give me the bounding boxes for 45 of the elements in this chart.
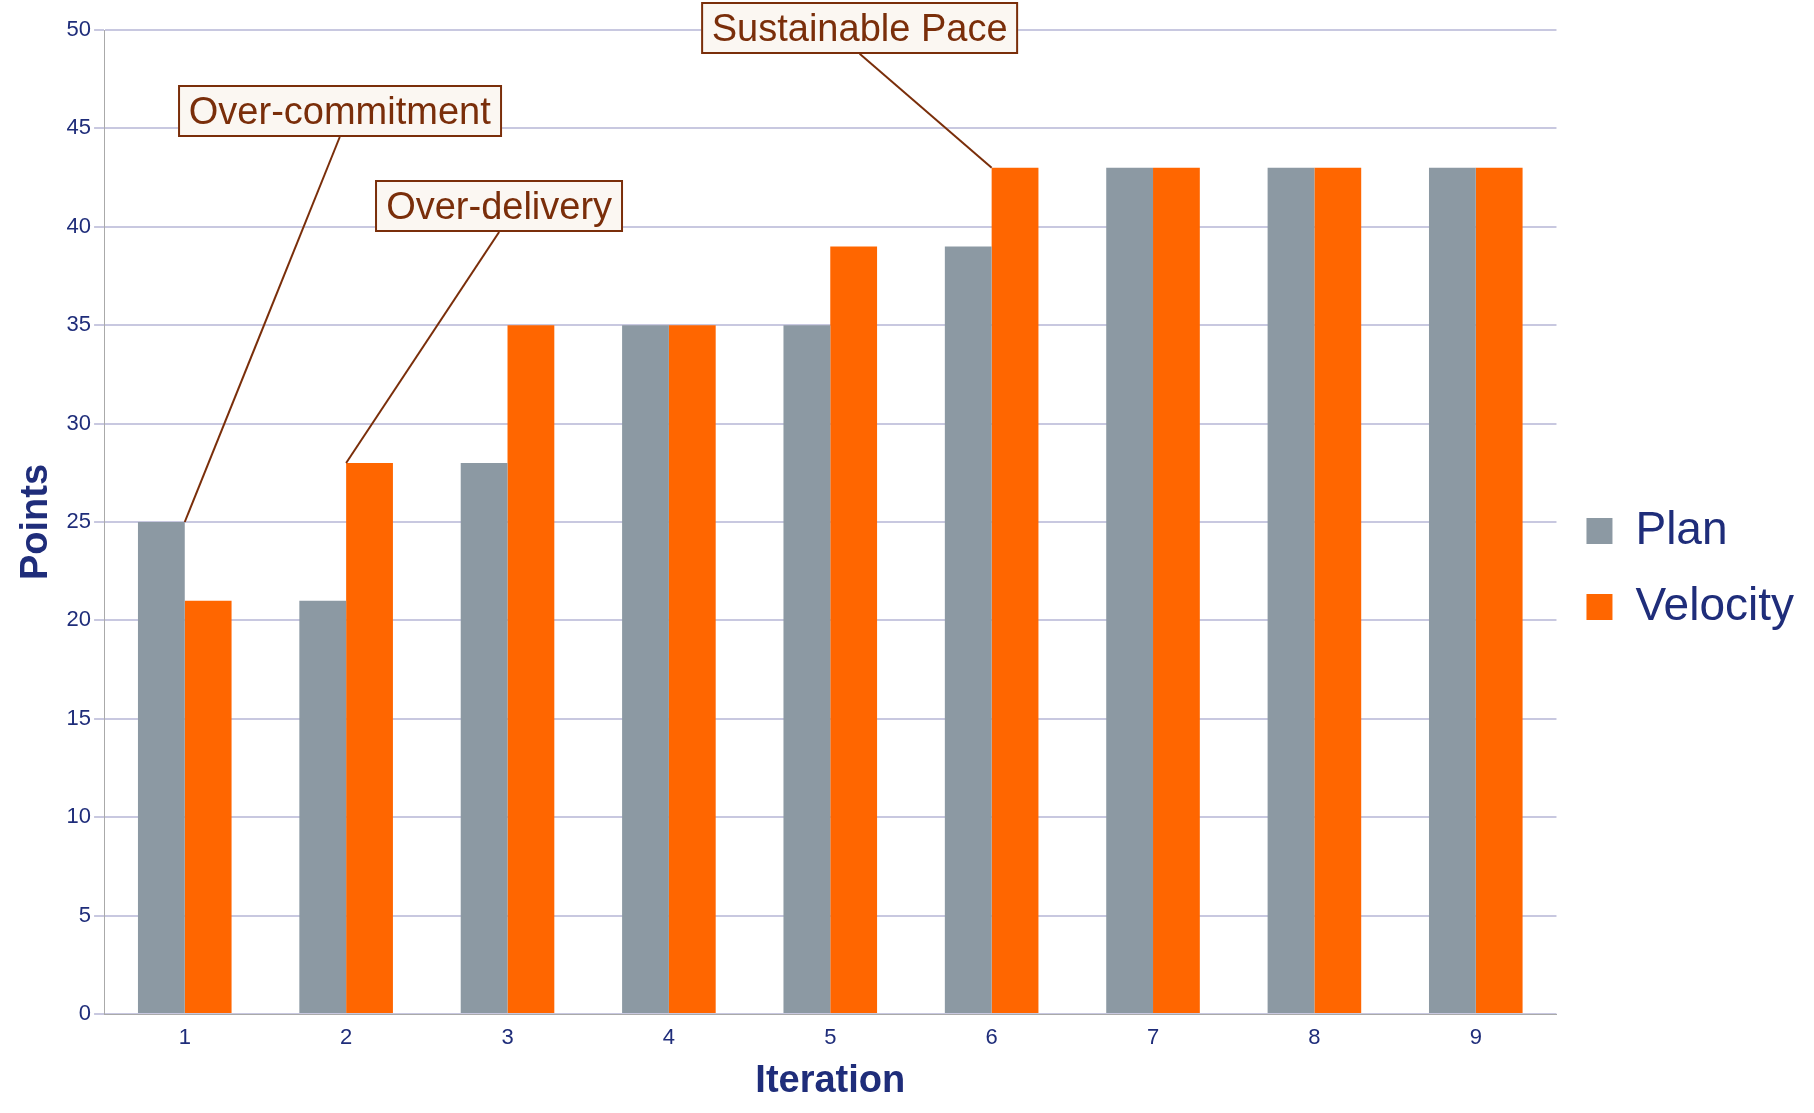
- bar: [1428, 167, 1476, 1013]
- bar: [460, 462, 508, 1013]
- bar: [299, 600, 347, 1013]
- bar: [830, 246, 878, 1013]
- x-tick-label: 5: [824, 1024, 837, 1050]
- bar: [944, 246, 992, 1013]
- bar: [1267, 167, 1315, 1013]
- y-tick-label: 0: [78, 1000, 92, 1026]
- y-tick-label: 20: [66, 606, 92, 632]
- y-tick-label: 10: [66, 803, 92, 829]
- bar: [1106, 167, 1154, 1013]
- annotation: Over-commitment: [177, 85, 502, 137]
- annotation: Sustainable Pace: [700, 1, 1019, 54]
- y-tick-label: 50: [66, 16, 92, 42]
- x-tick-label: 2: [340, 1024, 353, 1050]
- legend-label: Velocity: [1635, 577, 1794, 630]
- x-axis-title: Iteration: [755, 1057, 906, 1100]
- bar: [1475, 167, 1523, 1013]
- y-tick-label: 35: [66, 311, 92, 337]
- y-tick-label: 15: [66, 704, 92, 730]
- annotation: Over-delivery: [375, 179, 624, 232]
- bar: [137, 522, 185, 1013]
- bar: [346, 462, 393, 1013]
- bar: [507, 325, 555, 1013]
- bar: [668, 325, 716, 1013]
- x-tick-label: 9: [1469, 1024, 1482, 1050]
- x-tick-label: 4: [662, 1024, 676, 1050]
- bar: [1153, 167, 1200, 1013]
- y-axis-title: Points: [13, 463, 56, 581]
- x-tick-label: 3: [501, 1024, 514, 1050]
- y-tick-label: 25: [66, 508, 92, 534]
- bar: [991, 167, 1039, 1013]
- x-tick-label: 7: [1146, 1024, 1160, 1050]
- bar: [783, 325, 831, 1013]
- bar: [622, 325, 669, 1013]
- y-tick-label: 45: [66, 114, 92, 140]
- y-tick-label: 30: [66, 409, 92, 435]
- legend-label: Plan: [1635, 501, 1728, 554]
- y-tick-label: 5: [78, 901, 92, 927]
- bar: [1314, 167, 1362, 1013]
- x-tick-label: 8: [1308, 1024, 1321, 1050]
- bar: [184, 600, 232, 1013]
- x-tick-label: 6: [985, 1024, 998, 1050]
- x-tick-label: 1: [178, 1024, 191, 1050]
- y-tick-label: 40: [66, 212, 92, 238]
